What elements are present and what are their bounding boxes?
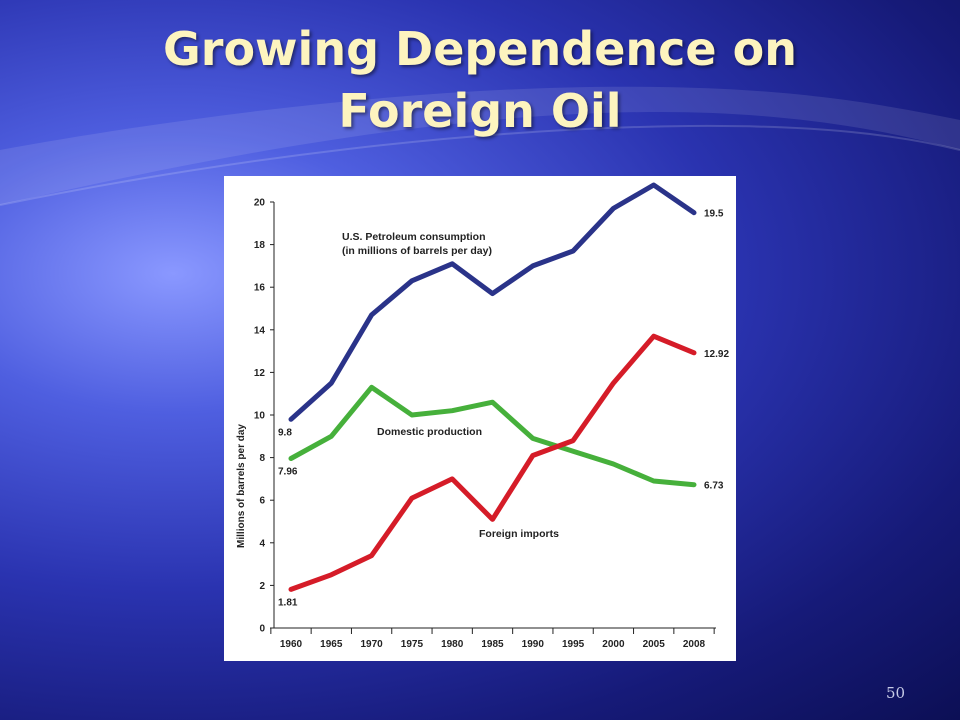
end-label-imports: 12.92 <box>704 349 729 360</box>
series-layer <box>288 182 697 592</box>
series-line-domestic <box>288 384 697 488</box>
end-label-consumption: 19.5 <box>704 209 724 220</box>
y-tick-label: 6 <box>259 496 265 507</box>
x-tick-label-2000: 2000 <box>602 639 625 650</box>
x-tick-label-1995: 1995 <box>562 639 585 650</box>
x-tick-label-1990: 1990 <box>522 639 545 650</box>
x-tick-label-1985: 1985 <box>481 639 504 650</box>
y-tick-label: 18 <box>254 240 266 251</box>
slide-title-line-1: Growing Dependence on <box>163 22 797 76</box>
start-label-imports: 1.81 <box>278 597 298 608</box>
x-tick-label-1980: 1980 <box>441 639 464 650</box>
series-label-consumption: U.S. Petroleum consumption <box>342 231 486 243</box>
x-tick-label-1960: 1960 <box>280 639 303 650</box>
slide-title: Growing Dependence on Foreign Oil <box>0 18 960 142</box>
y-tick-label: 14 <box>254 325 266 336</box>
series-label-imports: Foreign imports <box>479 528 559 540</box>
y-tick-label: 20 <box>254 198 266 209</box>
x-tick-label-2005: 2005 <box>643 639 666 650</box>
start-label-consumption: 9.8 <box>278 427 292 438</box>
series-label-consumption-unit: (in millions of barrels per day) <box>342 245 492 257</box>
y-tick-label: 0 <box>259 624 265 635</box>
y-tick-label: 2 <box>259 581 265 592</box>
start-label-domestic: 7.96 <box>278 466 298 477</box>
series-line-imports <box>288 333 697 592</box>
x-tick-label-1970: 1970 <box>360 639 383 650</box>
y-axis-label: Millions of barrels per day <box>236 424 247 548</box>
x-tick-label-2008: 2008 <box>683 639 706 650</box>
y-axis: 0 2 4 6 8 10 12 14 16 18 20 <box>254 198 275 635</box>
chart-panel: 0 2 4 6 8 10 12 14 16 18 20 1960 1965 1970 1975 1980 19… <box>224 176 736 661</box>
slide-number: 50 <box>886 684 906 702</box>
end-label-domestic: 6.73 <box>704 481 724 492</box>
y-tick-label: 12 <box>254 368 266 379</box>
y-tick-label: 10 <box>254 411 266 422</box>
series-label-domestic: Domestic production <box>377 426 482 438</box>
series-line-consumption <box>288 182 697 422</box>
x-tick-label-1975: 1975 <box>401 639 424 650</box>
y-tick-label: 16 <box>254 283 266 294</box>
y-tick-label: 8 <box>259 453 265 464</box>
x-tick-label-1965: 1965 <box>320 639 343 650</box>
slide-title-line-2: Foreign Oil <box>338 84 622 138</box>
data-labels-layer: 9.8 19.5 7.96 6.73 1.81 12.92 <box>278 209 729 609</box>
x-axis: 1960 1965 1970 1975 1980 1985 1990 1995 2000 2005… <box>270 627 716 650</box>
y-tick-label: 4 <box>259 538 265 549</box>
